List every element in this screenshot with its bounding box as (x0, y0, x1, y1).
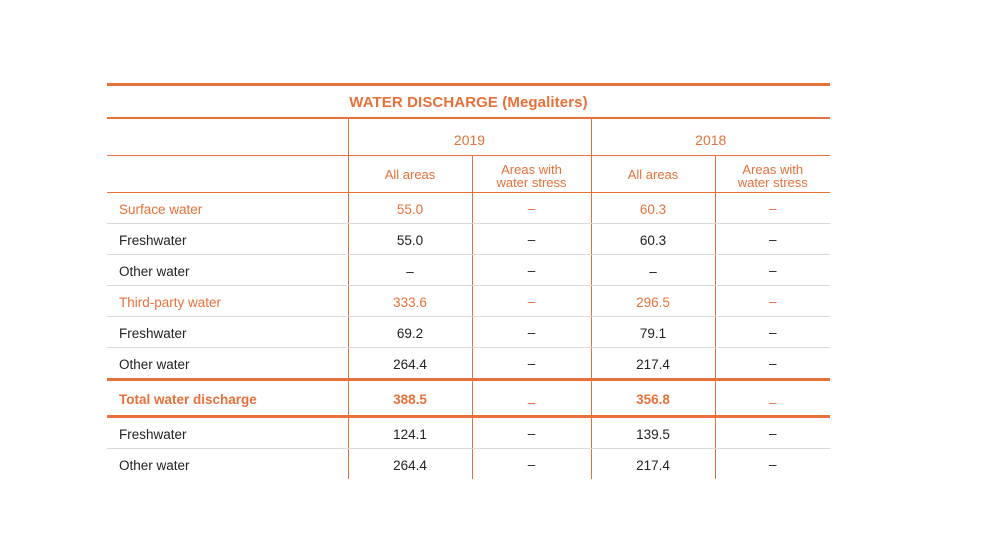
row-label: Other water (119, 458, 190, 473)
cell-all-areas-2019: 333.6 (347, 285, 472, 317)
cell-water-stress-2018: – (714, 416, 830, 449)
subheader-blank-cell (107, 155, 348, 193)
cell-water-stress-2019: – (471, 347, 591, 381)
row-label: Third-party water (107, 285, 348, 317)
cell-water-stress-2019: – (471, 448, 591, 479)
total-water-stress-2019: – (471, 379, 591, 418)
subheader-water-stress-2019-text: Areas with water stress (496, 161, 567, 190)
table-row: Other water 264.4 – 217.4 – (107, 347, 830, 381)
table-row: Third-party water 333.6 – 296.5 – (107, 285, 830, 317)
row-label: Surface water (107, 192, 348, 224)
subheader-row: All areas Areas with water stress All ar… (107, 155, 830, 193)
total-row-label: Total water discharge (107, 379, 348, 418)
year-2019-header: 2019 (347, 119, 591, 156)
cell-all-areas-2019: 264.4 (347, 347, 472, 381)
cell-water-stress-2019: – (471, 254, 591, 286)
cell-all-areas-2018: 60.3 (590, 223, 715, 255)
table-row: Surface water 55.0 – 60.3 – (107, 192, 830, 224)
subheader-water-stress-2018: Areas with water stress (714, 155, 830, 193)
cell-water-stress-2019: – (471, 285, 591, 317)
cell-water-stress-2018: – (714, 448, 830, 479)
row-label: Other water (107, 347, 348, 381)
cell-water-stress-2019: – (471, 416, 591, 449)
cell-all-areas-2018: 217.4 (590, 448, 715, 479)
table-row: Freshwater 55.0 – 60.3 – (107, 223, 830, 255)
cell-all-areas-2018: 296.5 (590, 285, 715, 317)
cell-all-areas-2019: – (347, 254, 472, 286)
cell-water-stress-2019: – (471, 192, 591, 224)
cell-water-stress-2019: – (471, 223, 591, 255)
total-all-areas-2018: 356.8 (590, 379, 715, 418)
cell-all-areas-2018: 60.3 (590, 192, 715, 224)
cell-all-areas-2018: 217.4 (590, 347, 715, 381)
total-water-stress-2018: – (714, 379, 830, 418)
table-row: Other water – – – – (107, 254, 830, 286)
cell-water-stress-2018: – (714, 192, 830, 224)
cell-all-areas-2018: – (590, 254, 715, 286)
subheader-water-stress-2018-text: Areas with water stress (737, 161, 808, 190)
table-title: WATER DISCHARGE (Megaliters) (349, 94, 588, 111)
total-row: Total water discharge 388.5 – 356.8 – (107, 379, 830, 418)
table-row: Other water 264.4 – 217.4 – (107, 448, 830, 479)
header-blank-cell (107, 119, 348, 156)
cell-water-stress-2018: – (714, 223, 830, 255)
row-label: Freshwater (107, 416, 348, 449)
cell-water-stress-2018: – (714, 347, 830, 381)
total-all-areas-2019: 388.5 (347, 379, 472, 418)
cell-all-areas-2019: 55.0 (347, 192, 472, 224)
cell-water-stress-2018: – (714, 285, 830, 317)
cell-all-areas-2018: 139.5 (590, 416, 715, 449)
year-header-row: 2019 2018 (107, 119, 830, 156)
cell-all-areas-2019: 124.1 (347, 416, 472, 449)
row-label: Freshwater (107, 223, 348, 255)
subheader-all-areas-2018: All areas (590, 155, 715, 193)
table-row: Freshwater 69.2 – 79.1 – (107, 316, 830, 348)
cell-all-areas-2019: 55.0 (347, 223, 472, 255)
table-row: Freshwater 124.1 – 139.5 – (107, 416, 830, 449)
title-bottom-rule (107, 117, 830, 119)
cell-water-stress-2019: – (471, 316, 591, 348)
cell-water-stress-2018: – (714, 316, 830, 348)
cell-all-areas-2019: 264.4 (347, 448, 472, 479)
row-label: Freshwater (107, 316, 348, 348)
cell-all-areas-2018: 79.1 (590, 316, 715, 348)
cell-water-stress-2018: – (714, 254, 830, 286)
year-2018-header: 2018 (590, 119, 830, 156)
title-top-rule (107, 83, 830, 86)
data-table: 2019 2018 All areas Areas with water str… (107, 119, 830, 479)
subheader-all-areas-2019: All areas (347, 155, 472, 193)
subheader-water-stress-2019: Areas with water stress (471, 155, 591, 193)
cell-all-areas-2019: 69.2 (347, 316, 472, 348)
row-label: Other water (107, 254, 348, 286)
water-discharge-table: WATER DISCHARGE (Megaliters) 2019 2018 A… (107, 83, 830, 479)
